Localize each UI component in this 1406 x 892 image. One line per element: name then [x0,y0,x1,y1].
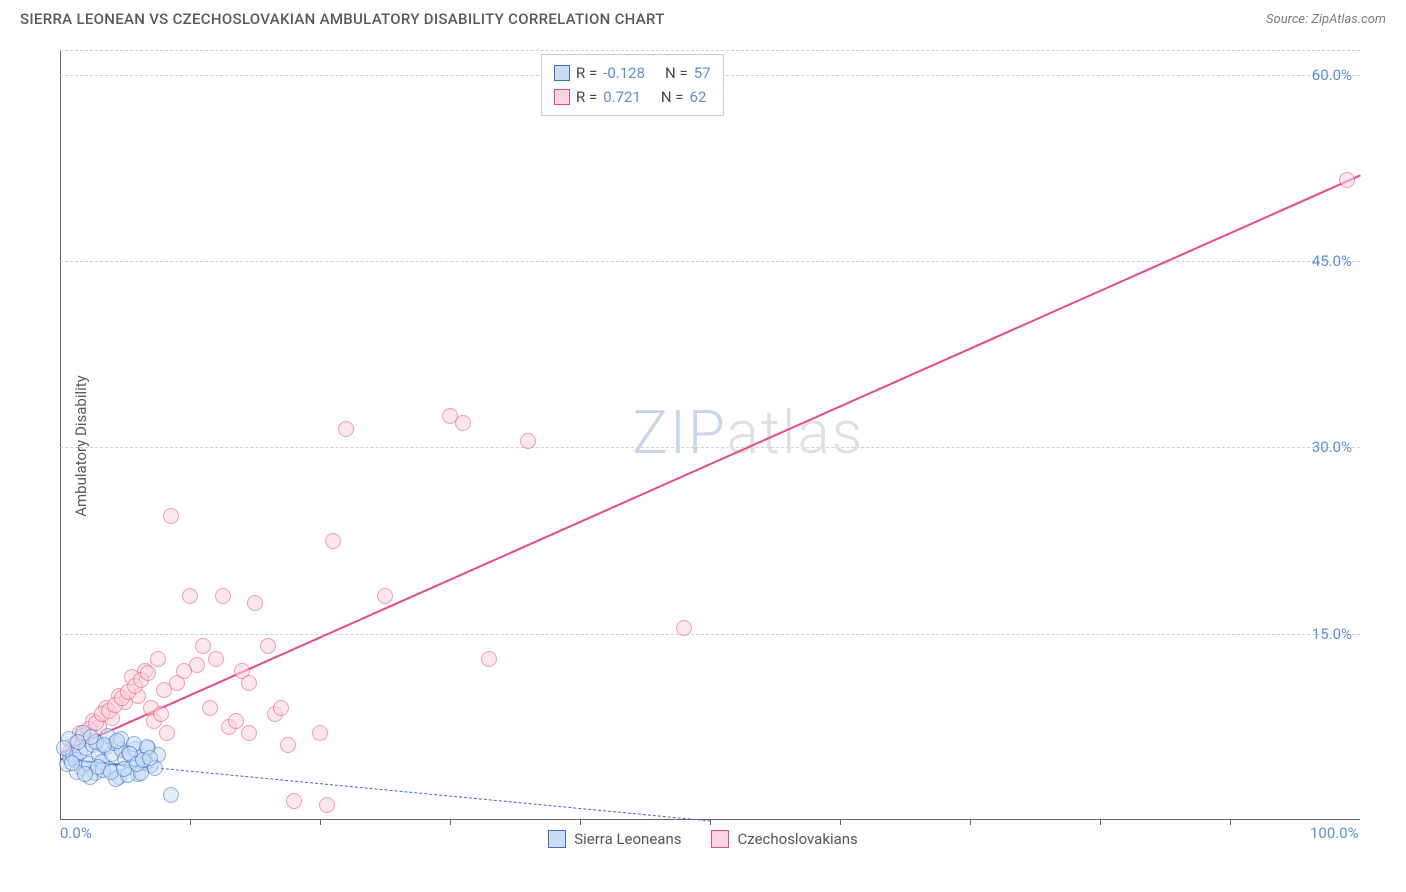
data-point [377,588,393,604]
data-point [455,415,471,431]
x-minor-tick [1100,820,1101,825]
gridline-h [60,447,1360,448]
n-value: 62 [690,85,707,109]
legend-label: Sierra Leoneans [574,830,681,848]
r-label: R = [576,85,597,109]
data-point [163,508,179,524]
y-tick-label: 30.0% [1312,438,1352,456]
legend-swatch [548,830,566,848]
y-tick-label: 60.0% [1312,66,1352,84]
x-minor-tick [710,820,711,825]
legend-swatch [711,830,729,848]
legend-swatch [554,89,570,105]
correlation-row: R = 0.721 N = 62 [554,85,711,109]
x-minor-tick [580,820,581,825]
data-point [286,793,302,809]
x-minor-tick [190,820,191,825]
data-point [163,787,179,803]
r-value: 0.721 [603,85,641,109]
data-point [202,700,218,716]
data-point [273,700,289,716]
data-point [676,620,692,636]
data-point [215,588,231,604]
legend-item: Czechoslovakians [711,830,857,848]
data-point [481,651,497,667]
x-minor-tick [450,820,451,825]
n-label: N = [661,85,684,109]
data-point [319,797,335,813]
data-point [176,663,192,679]
trend-line [151,767,710,821]
n-label: N = [665,61,688,85]
correlation-legend: R = -0.128 N = 57 R = 0.721 N = 62 [541,54,724,116]
legend-item: Sierra Leoneans [548,830,681,848]
chart-title: SIERRA LEONEAN VS CZECHOSLOVAKIAN AMBULA… [20,10,665,28]
r-label: R = [576,61,597,85]
y-tick-label: 15.0% [1312,625,1352,643]
data-point [312,725,328,741]
data-point [150,651,166,667]
data-point [140,665,156,681]
data-point [1339,172,1355,188]
n-value: 57 [694,61,711,85]
data-point [520,433,536,449]
legend-label: Czechoslovakians [737,830,857,848]
source-label: Source: ZipAtlas.com [1266,12,1386,27]
data-point [195,638,211,654]
watermark: ZIPatlas [632,397,864,468]
data-point [241,725,257,741]
data-point [153,706,169,722]
gridline-h [60,50,1360,51]
data-point [247,595,263,611]
x-minor-tick [840,820,841,825]
plot-region: 15.0%30.0%45.0%60.0%0.0%100.0%ZIPatlasR … [60,50,1360,820]
x-minor-tick [970,820,971,825]
data-point [338,421,354,437]
data-point [208,651,224,667]
r-value: -0.128 [603,61,645,85]
data-point [182,588,198,604]
gridline-h [60,634,1360,635]
legend-swatch [554,65,570,81]
data-point [325,533,341,549]
x-minor-tick [1230,820,1231,825]
data-point [241,675,257,691]
y-axis-line [60,50,61,820]
data-point [280,737,296,753]
series-legend: Sierra Leoneans Czechoslovakians [0,830,1406,848]
data-point [142,750,158,766]
y-tick-label: 45.0% [1312,252,1352,270]
x-minor-tick [320,820,321,825]
data-point [159,725,175,741]
data-point [228,713,244,729]
data-point [260,638,276,654]
data-point [109,733,125,749]
correlation-row: R = -0.128 N = 57 [554,61,711,85]
chart-area: 15.0%30.0%45.0%60.0%0.0%100.0%ZIPatlasR … [50,50,1360,820]
